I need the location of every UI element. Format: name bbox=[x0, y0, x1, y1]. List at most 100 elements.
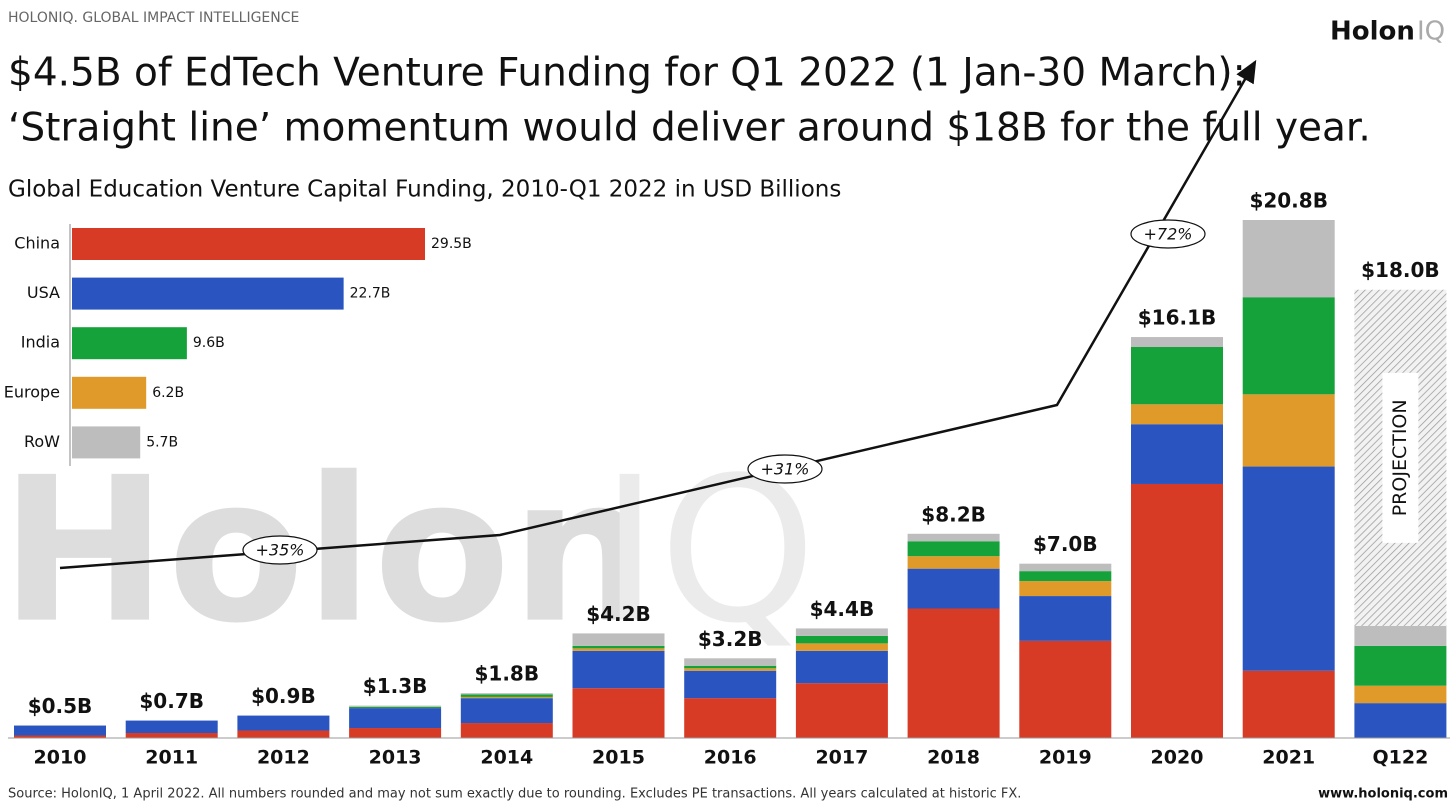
x-tick-label: Q122 bbox=[1372, 747, 1428, 769]
bar-segment bbox=[1354, 703, 1447, 738]
value-label: 29.5B bbox=[431, 236, 472, 252]
x-tick-label: 2018 bbox=[927, 747, 980, 769]
bar-segment bbox=[1354, 645, 1447, 686]
subtitle: Global Education Venture Capital Funding… bbox=[8, 177, 841, 203]
bar-segment bbox=[237, 730, 330, 738]
category-label: China bbox=[14, 234, 60, 253]
bar-segment bbox=[572, 650, 665, 689]
bar-segment bbox=[572, 645, 665, 649]
bar-segment bbox=[460, 698, 553, 724]
bar bbox=[72, 376, 147, 409]
bar-segment bbox=[1242, 670, 1335, 738]
logo-name: Holon bbox=[1330, 17, 1415, 47]
bar-segment bbox=[1019, 571, 1112, 582]
x-tick-label: 2019 bbox=[1039, 747, 1092, 769]
category-label: USA bbox=[27, 283, 60, 302]
bar bbox=[72, 327, 187, 360]
bar-segment bbox=[795, 683, 888, 738]
bar-segment bbox=[1354, 685, 1447, 704]
bar-segment bbox=[572, 688, 665, 738]
bar-segment bbox=[1242, 297, 1335, 395]
x-tick-label: 2013 bbox=[369, 747, 422, 769]
bar-segment bbox=[795, 650, 888, 684]
bar bbox=[72, 277, 344, 310]
bar-segment bbox=[1019, 640, 1112, 738]
bar-segment bbox=[460, 693, 553, 695]
x-tick-label: 2014 bbox=[480, 747, 533, 769]
annotation: +72% bbox=[1144, 225, 1193, 244]
bar-segment bbox=[237, 715, 330, 731]
bar-segment bbox=[349, 708, 442, 729]
bar-segment bbox=[1131, 404, 1223, 425]
value-label: 6.2B bbox=[152, 385, 184, 401]
watermark-name: Holon bbox=[0, 435, 653, 668]
bar-segment bbox=[125, 720, 218, 734]
category-label: RoW bbox=[24, 432, 60, 451]
total-label: $20.8B bbox=[1249, 189, 1328, 213]
bar-segment bbox=[1242, 394, 1335, 467]
x-tick-label: 2017 bbox=[815, 747, 868, 769]
bar-segment bbox=[125, 733, 218, 738]
value-label: 5.7B bbox=[146, 434, 178, 450]
bar-segment bbox=[1019, 596, 1112, 641]
bar-segment bbox=[795, 628, 888, 636]
x-tick-label: 2011 bbox=[145, 747, 198, 769]
bar-segment bbox=[349, 705, 442, 707]
x-tick-label: 2015 bbox=[592, 747, 645, 769]
x-tick-label: 2012 bbox=[257, 747, 310, 769]
category-label: India bbox=[21, 333, 60, 352]
bar-segment bbox=[1019, 581, 1112, 597]
annotation: +31% bbox=[761, 460, 810, 479]
bar-segment bbox=[1242, 220, 1335, 298]
bar-segment bbox=[795, 643, 888, 651]
x-tick-label: 2016 bbox=[704, 747, 757, 769]
bar-segment bbox=[460, 694, 553, 697]
annotation-bubble bbox=[747, 454, 823, 484]
total-label: $1.8B bbox=[475, 662, 540, 686]
bar-segment bbox=[684, 670, 777, 699]
bar-segment bbox=[572, 633, 665, 646]
x-tick-label: 2020 bbox=[1151, 747, 1204, 769]
total-label: $16.1B bbox=[1138, 306, 1217, 330]
bar bbox=[72, 228, 425, 260]
total-label: $0.5B bbox=[28, 694, 93, 718]
bar bbox=[72, 426, 141, 459]
total-label: $0.9B bbox=[251, 684, 316, 708]
bar-segment bbox=[684, 665, 777, 669]
projection-label: PROJECTION bbox=[1389, 399, 1411, 516]
watermark: Holon IQ bbox=[0, 435, 816, 668]
bar-segment bbox=[684, 658, 777, 666]
bar-segment bbox=[1131, 337, 1223, 348]
total-label: $1.3B bbox=[363, 674, 428, 698]
bar-segment bbox=[907, 533, 1000, 542]
bar-segment bbox=[349, 728, 442, 738]
title-line: ‘Straight line’ momentum would deliver a… bbox=[8, 106, 1371, 151]
brand: HOLONIQ. GLOBAL IMPACT INTELLIGENCE bbox=[8, 10, 299, 26]
bar-segment bbox=[460, 696, 553, 699]
bar-segment bbox=[907, 568, 1000, 609]
bar-segment bbox=[14, 735, 106, 738]
bar-segment bbox=[795, 635, 888, 644]
logo-suffix: IQ bbox=[1417, 17, 1445, 47]
bar-segment bbox=[684, 698, 777, 738]
value-label: 22.7B bbox=[350, 286, 391, 302]
bar-segment bbox=[14, 725, 106, 736]
total-label: $3.2B bbox=[698, 627, 763, 651]
x-tick-label: 2010 bbox=[34, 747, 87, 769]
bar-segment bbox=[1131, 424, 1223, 484]
total-label: $8.2B bbox=[921, 502, 986, 526]
annotation-bubble bbox=[1130, 219, 1206, 249]
bar-segment bbox=[907, 541, 1000, 557]
bar-segment bbox=[1131, 347, 1223, 405]
bar-segment bbox=[460, 723, 553, 738]
source: Source: HolonIQ, 1 April 2022. All numbe… bbox=[8, 787, 1021, 802]
bar-segment bbox=[1019, 563, 1112, 572]
bar-segment bbox=[1131, 483, 1223, 738]
bar-segment bbox=[349, 706, 442, 709]
category-label: Europe bbox=[4, 382, 60, 401]
bar-segment bbox=[684, 668, 777, 671]
url: www.holoniq.com bbox=[1318, 787, 1448, 802]
total-label: $0.7B bbox=[139, 689, 204, 713]
bar-segment bbox=[1354, 625, 1447, 646]
